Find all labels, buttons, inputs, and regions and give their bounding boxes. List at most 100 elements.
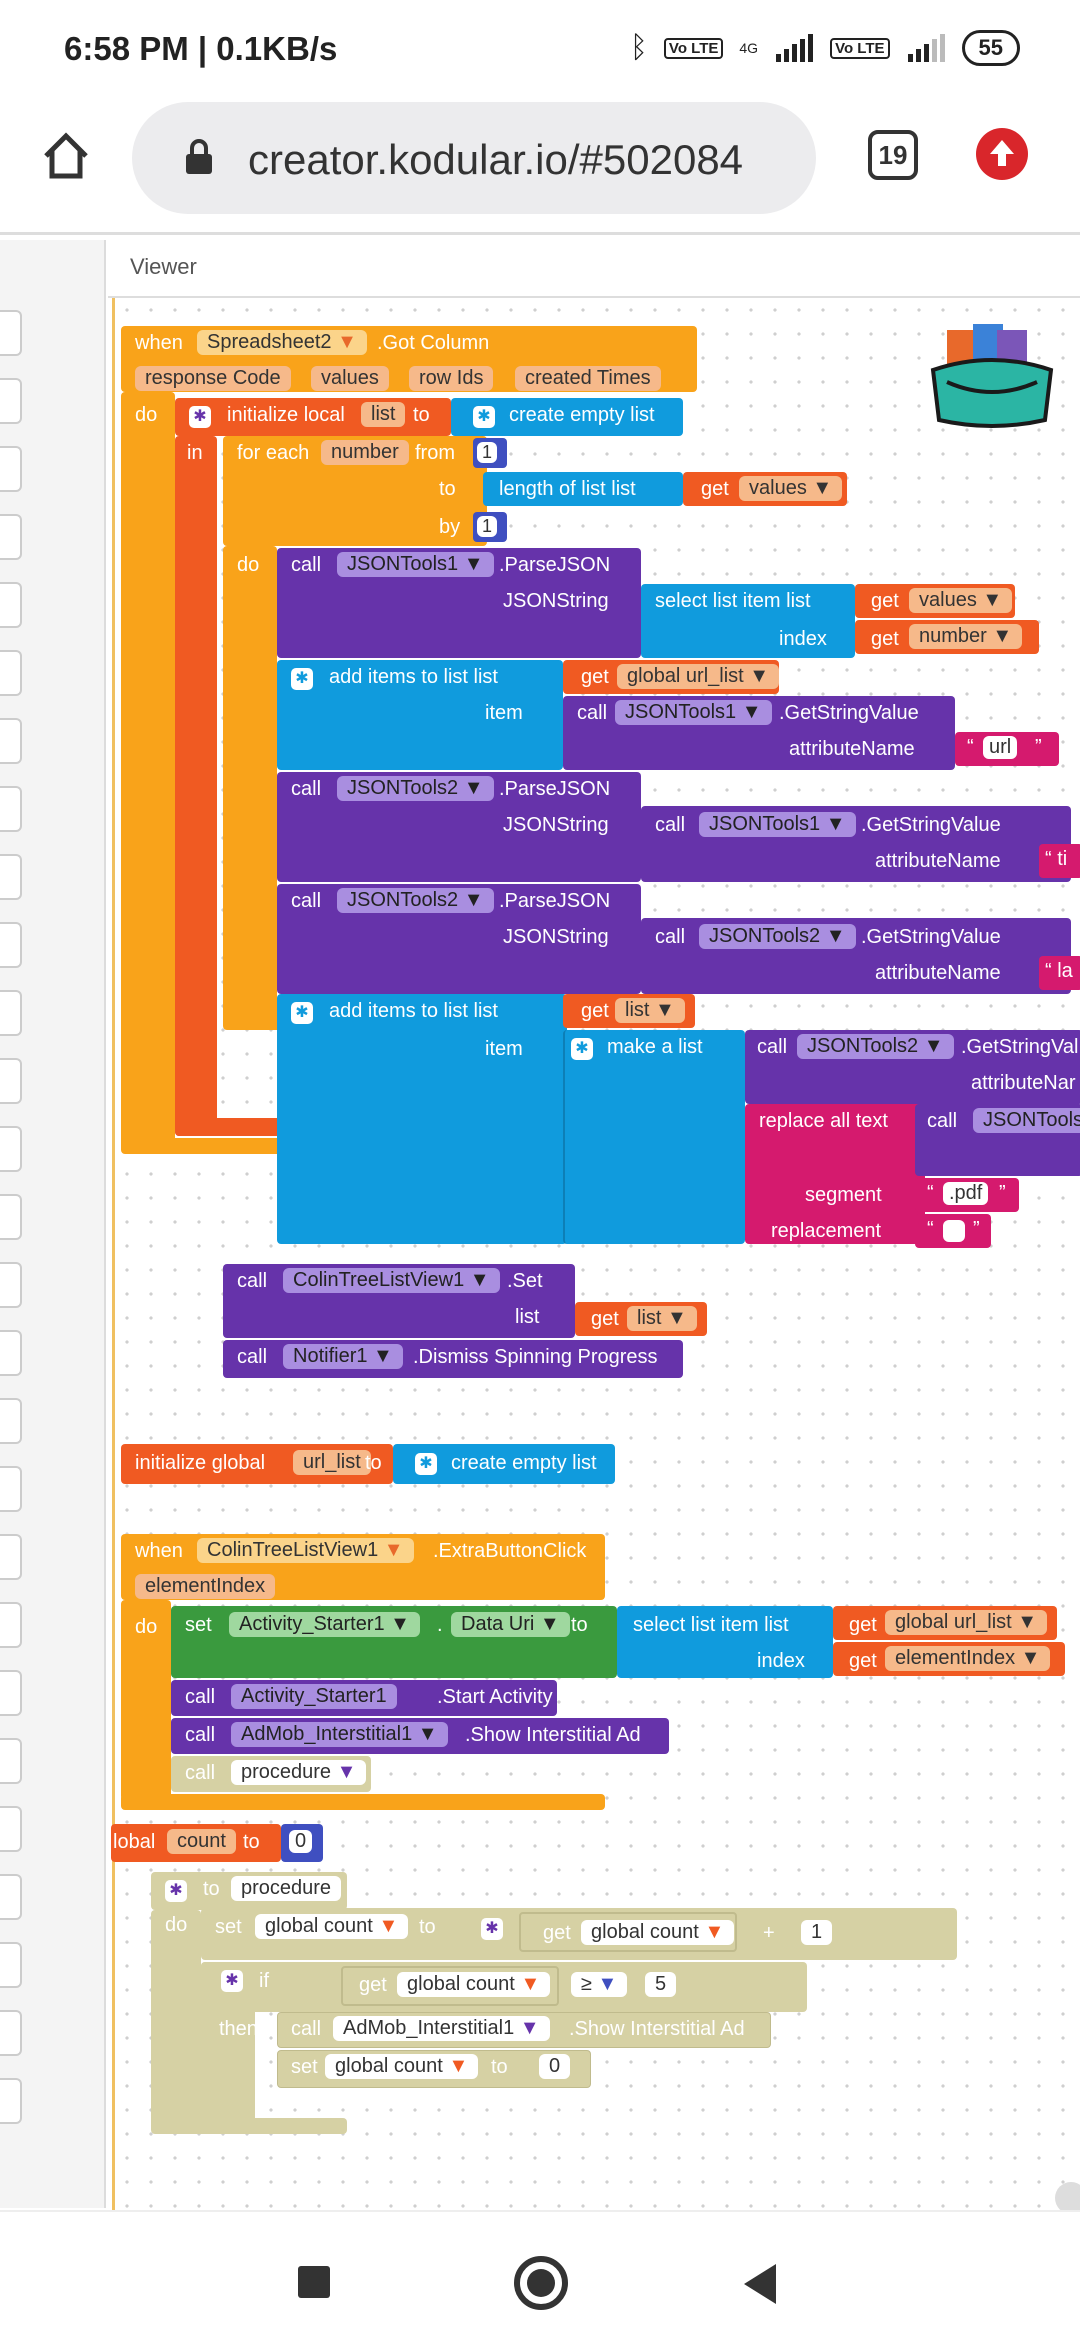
palette-item[interactable] [0,514,22,560]
make-a-list-block[interactable] [563,1030,745,1244]
palette-item[interactable] [0,378,22,424]
var-dropdown[interactable]: global count ▼ [325,2054,479,2079]
component-dropdown[interactable]: JSONTools2 ▼ [797,1034,954,1059]
palette-item[interactable] [0,1466,22,1512]
palette-item[interactable] [0,854,22,900]
procedure-dropdown[interactable]: procedure ▼ [231,1760,367,1785]
mutator-gear-icon[interactable]: ✱ [189,406,211,428]
mutator-gear-icon[interactable]: ✱ [291,1002,313,1024]
palette-item[interactable] [0,2010,22,2056]
palette-item[interactable] [0,446,22,492]
palette-item[interactable] [0,310,22,356]
number-value[interactable]: 0 [289,1830,313,1853]
palette-item[interactable] [0,718,22,764]
get-var-dropdown[interactable]: global url_list ▼ [617,664,780,689]
select-list-item-block[interactable] [617,1606,833,1678]
get-var-dropdown[interactable]: list ▼ [615,998,685,1023]
local-var-name[interactable]: list [361,402,406,427]
palette-item[interactable] [0,1670,22,1716]
upload-button[interactable] [976,128,1028,180]
number-value[interactable]: 0 [539,2054,571,2079]
by-value[interactable]: 1 [477,516,498,537]
component-dropdown[interactable]: Notifier1 ▼ [283,1344,403,1369]
component-dropdown[interactable]: ColinTreeListView1 ▼ [197,1538,414,1563]
text-value[interactable]: url [983,736,1018,759]
palette-item[interactable] [0,1942,22,1988]
component-dropdown[interactable]: AdMob_Interstitial1 ▼ [231,1722,448,1747]
palette-item[interactable] [0,1058,22,1104]
palette-item[interactable] [0,1874,22,1920]
palette-item[interactable] [0,786,22,832]
var-dropdown[interactable]: global count ▼ [255,1914,409,1939]
mutator-gear-icon[interactable]: ✱ [473,406,495,428]
replace-all-block[interactable] [745,1104,925,1244]
component-dropdown[interactable]: AdMob_Interstitial1 ▼ [333,2016,550,2041]
text-value-empty[interactable] [943,1220,965,1242]
param-row-ids[interactable]: row Ids [409,366,494,391]
add-items-block-1[interactable] [277,660,563,770]
component-dropdown[interactable]: ColinTreeListView1 ▼ [283,1268,500,1293]
text-value[interactable]: .pdf [943,1182,989,1205]
back-button[interactable] [744,2264,776,2304]
procedure-name[interactable]: procedure [231,1876,342,1901]
mutator-gear-icon[interactable]: ✱ [165,1880,187,1902]
param-values[interactable]: values [311,366,389,391]
home-nav-button[interactable] [514,2256,568,2310]
component-dropdown[interactable]: JSONTools2 ▼ [337,776,494,801]
palette-item[interactable] [0,1806,22,1852]
component-dropdown[interactable]: JSONTools1 ▼ [337,552,494,577]
palette-item[interactable] [0,922,22,968]
palette-item[interactable] [0,1126,22,1172]
mutator-gear-icon[interactable]: ✱ [481,1918,503,1940]
param-response-code[interactable]: response Code [135,366,291,391]
component-dropdown[interactable]: Activity_Starter1 ▼ [229,1612,420,1637]
var-dropdown[interactable]: global count ▼ [397,1972,551,1997]
length-of-list-block[interactable] [483,472,683,506]
component-dropdown[interactable]: Activity_Starter1 [231,1684,397,1709]
text-block-partial[interactable] [1039,844,1080,878]
tab-switcher-button[interactable]: 19 [868,130,918,180]
palette-item[interactable] [0,1534,22,1580]
get-var-dropdown[interactable]: global url_list ▼ [885,1610,1048,1635]
backpack-icon[interactable] [927,320,1057,432]
var-dropdown[interactable]: global count ▼ [581,1920,735,1945]
component-dropdown[interactable]: JSONTools1 ▼ [615,700,772,725]
mutator-gear-icon[interactable]: ✱ [571,1038,593,1060]
palette-item[interactable] [0,1738,22,1784]
get-var-dropdown[interactable]: values ▼ [909,588,1013,613]
scroll-handle[interactable] [1055,2182,1080,2214]
global-var-name[interactable]: count [167,1829,236,1854]
compare-operator-dropdown[interactable]: ≥ ▼ [571,1972,628,1997]
palette-item[interactable] [0,1330,22,1376]
blocks-workspace[interactable]: when Spreadsheet2 ▼ .Got Column response… [111,298,1080,2214]
palette-item[interactable] [0,1194,22,1240]
param-element-index[interactable]: elementIndex [135,1574,276,1599]
component-dropdown[interactable]: JSONTools2 ▼ [699,924,856,949]
palette-item[interactable] [0,650,22,696]
get-var-dropdown[interactable]: list ▼ [627,1306,697,1331]
add-items-block-2[interactable] [277,994,567,1244]
palette-item[interactable] [0,2078,22,2124]
param-created-times[interactable]: created Times [515,366,661,391]
get-var-dropdown[interactable]: elementIndex ▼ [885,1646,1051,1671]
get-var-dropdown[interactable]: values ▼ [739,476,843,501]
palette-item[interactable] [0,1262,22,1308]
recents-button[interactable] [298,2266,330,2298]
component-dropdown[interactable]: JSONTools [973,1108,1080,1133]
global-var-name[interactable]: url_list [293,1450,371,1475]
number-value[interactable]: 5 [645,1972,677,1997]
palette-item[interactable] [0,582,22,628]
palette-item[interactable] [0,1398,22,1444]
loop-var-name[interactable]: number [321,440,409,465]
home-icon[interactable] [40,130,92,182]
property-dropdown[interactable]: Data Uri ▼ [451,1612,570,1637]
mutator-gear-icon[interactable]: ✱ [291,668,313,690]
get-var-dropdown[interactable]: number ▼ [909,624,1023,649]
component-dropdown[interactable]: JSONTools1 ▼ [699,812,856,837]
text-block-partial[interactable] [1039,956,1080,990]
component-dropdown[interactable]: JSONTools2 ▼ [337,888,494,913]
from-value[interactable]: 1 [477,442,498,463]
address-bar[interactable]: creator.kodular.io/#502084 [132,102,816,214]
palette-item[interactable] [0,990,22,1036]
component-dropdown[interactable]: Spreadsheet2 ▼ [197,330,367,355]
